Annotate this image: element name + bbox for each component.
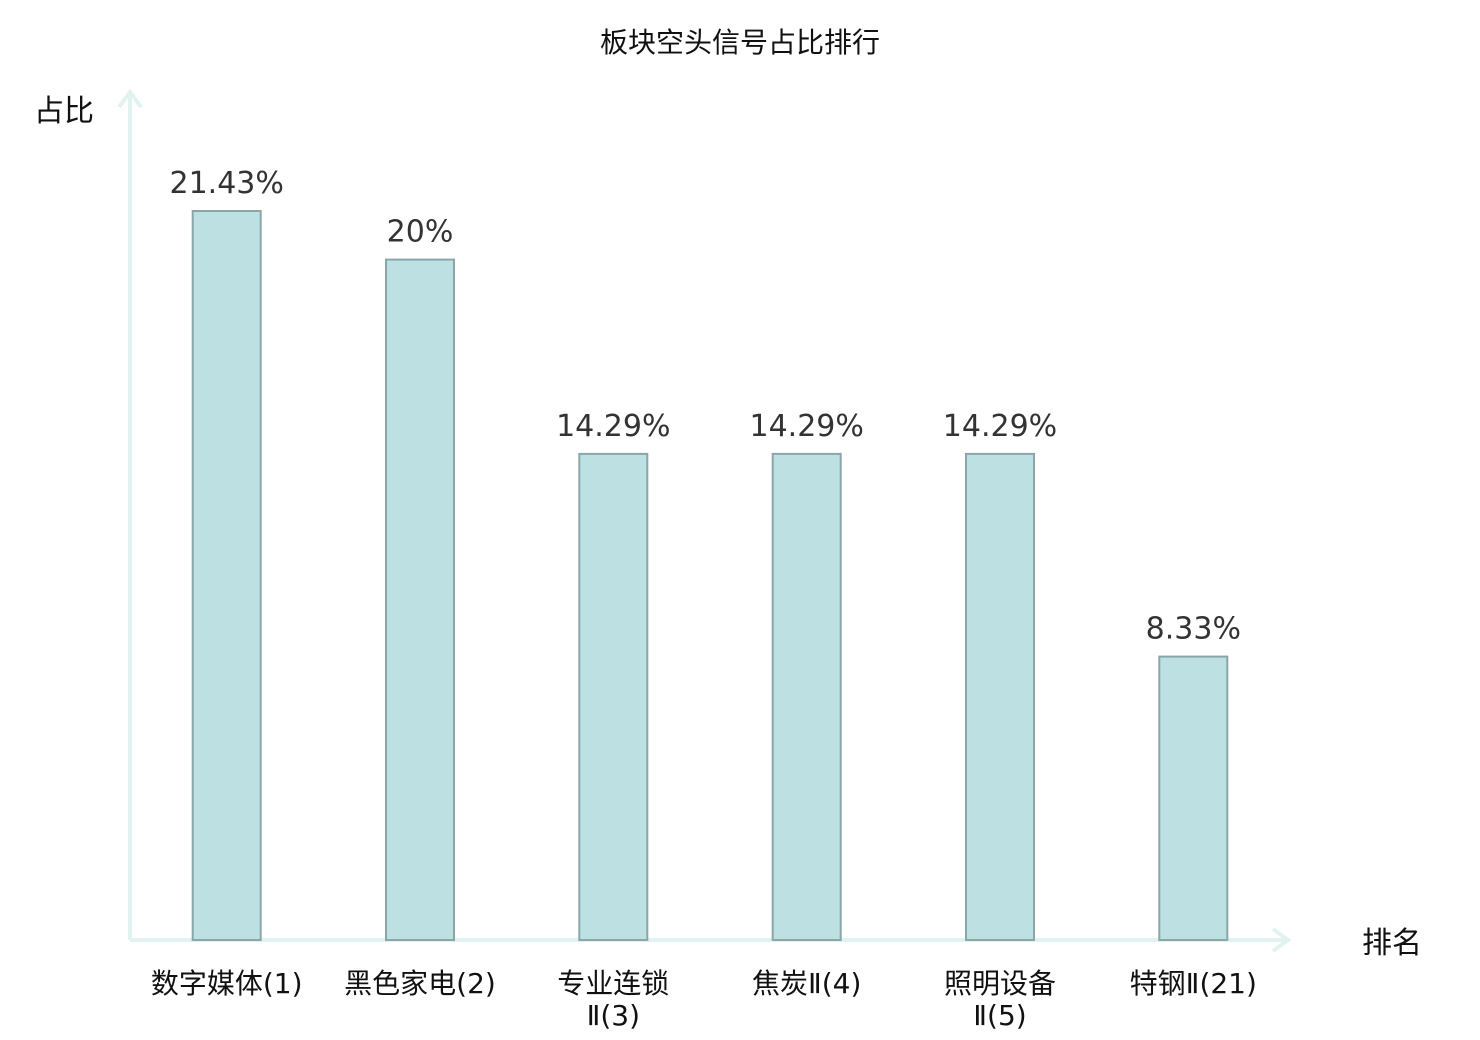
category-label-line2: Ⅱ(3)	[587, 999, 640, 1032]
category-label-line2: Ⅱ(5)	[973, 999, 1026, 1032]
category-label: 黑色家电(2)	[344, 967, 496, 1000]
y-axis-arrow	[117, 88, 143, 109]
bar	[1158, 655, 1229, 941]
bar	[965, 452, 1035, 941]
category-label: 专业连锁	[557, 967, 669, 1000]
bar-group	[191, 210, 1229, 942]
category-label: 焦炭Ⅱ(4)	[752, 967, 861, 1000]
bar	[191, 210, 262, 941]
category-label: 照明设备	[944, 967, 1056, 1000]
category-label: 数字媒体(1)	[151, 967, 303, 1000]
y-axis-label: 占比	[34, 94, 94, 129]
bar	[578, 452, 649, 941]
x-axis-arrow	[1271, 927, 1292, 953]
data-label: 14.29%	[750, 409, 864, 444]
data-label: 21.43%	[170, 166, 284, 201]
data-label: 14.29%	[556, 409, 670, 444]
data-label: 14.29%	[943, 409, 1057, 444]
bar	[385, 258, 455, 942]
chart-title: 板块空头信号占比排行	[600, 26, 880, 59]
value-label-group: 21.43% 20% 14.29% 14.29% 14.29% 8.33%	[170, 166, 1241, 647]
category-label: 特钢Ⅱ(21)	[1130, 967, 1257, 1000]
x-axis-label: 排名	[1362, 926, 1422, 961]
data-label: 20%	[387, 215, 454, 250]
data-label: 8.33%	[1146, 612, 1241, 647]
bar	[771, 452, 842, 941]
